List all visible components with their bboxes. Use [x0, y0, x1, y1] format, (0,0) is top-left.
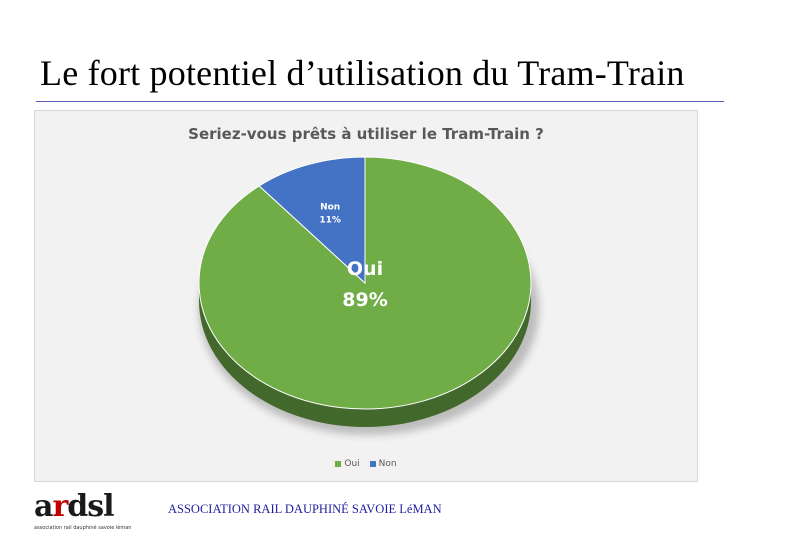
legend-item-oui: Oui — [335, 459, 360, 469]
data-label-oui-value: 89% — [342, 289, 387, 311]
association-name: ASSOCIATION RAIL DAUPHINÉ SAVOIE LéMAN — [168, 502, 442, 516]
data-label-non-name: Non — [320, 202, 340, 212]
title-divider — [36, 101, 724, 102]
logo-letter: s — [87, 489, 104, 524]
logo-letter: d — [67, 489, 88, 524]
legend-swatch-non — [369, 461, 376, 467]
slide-title: Le fort potentiel d’utilisation du Tram-… — [40, 53, 685, 93]
data-label-oui-name: Oui — [347, 258, 383, 280]
legend-label-oui: Oui — [344, 459, 360, 469]
pie-chart: Seriez-vous prêts à utiliser le Tram-Tra… — [34, 110, 698, 482]
ardsl-logo: ardsl association rail dauphiné savoie l… — [34, 490, 140, 534]
pie-chart-plot: Oui 89% Non 11% — [198, 156, 539, 435]
chart-legend: Oui Non — [35, 459, 697, 469]
legend-swatch-oui — [335, 461, 342, 467]
chart-title: Seriez-vous prêts à utiliser le Tram-Tra… — [188, 125, 544, 143]
legend-item-non: Non — [369, 459, 397, 469]
logo-letter: r — [52, 489, 68, 524]
logo-wordmark: ardsl — [34, 490, 140, 524]
logo-subtitle: association rail dauphiné savoie léman — [34, 525, 132, 531]
logo-letter: l — [103, 489, 114, 524]
logo-letter: a — [34, 489, 53, 524]
legend-label-non: Non — [378, 459, 397, 469]
pie-slice-non — [258, 156, 366, 285]
data-label-non-value: 11% — [319, 215, 341, 225]
